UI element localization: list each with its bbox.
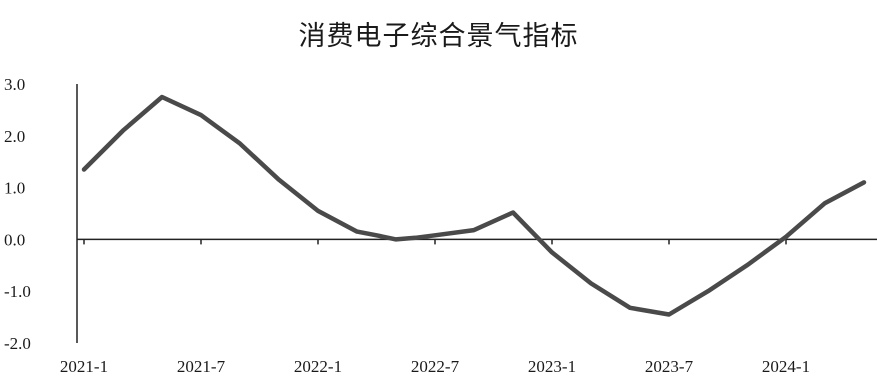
y-tick-label: 1.0 xyxy=(4,179,25,198)
x-tick-label: 2022-1 xyxy=(294,357,342,376)
x-tick-label: 2021-7 xyxy=(177,357,226,376)
x-tick-label: 2022-7 xyxy=(411,357,460,376)
y-tick-label: -2.0 xyxy=(4,334,31,353)
series-line xyxy=(81,94,867,317)
x-tick-label: 2023-1 xyxy=(528,357,576,376)
y-tick-label: 3.0 xyxy=(4,75,25,94)
chart-title: 消费电子综合景气指标 xyxy=(298,21,579,52)
x-tick-label: 2023-7 xyxy=(645,357,694,376)
y-tick-label: -1.0 xyxy=(4,282,31,301)
x-tick-label: 2021-1 xyxy=(60,357,108,376)
y-tick-label: 0.0 xyxy=(4,230,25,249)
x-tick-label: 2024-1 xyxy=(762,357,810,376)
y-tick-label: 2.0 xyxy=(4,127,25,146)
